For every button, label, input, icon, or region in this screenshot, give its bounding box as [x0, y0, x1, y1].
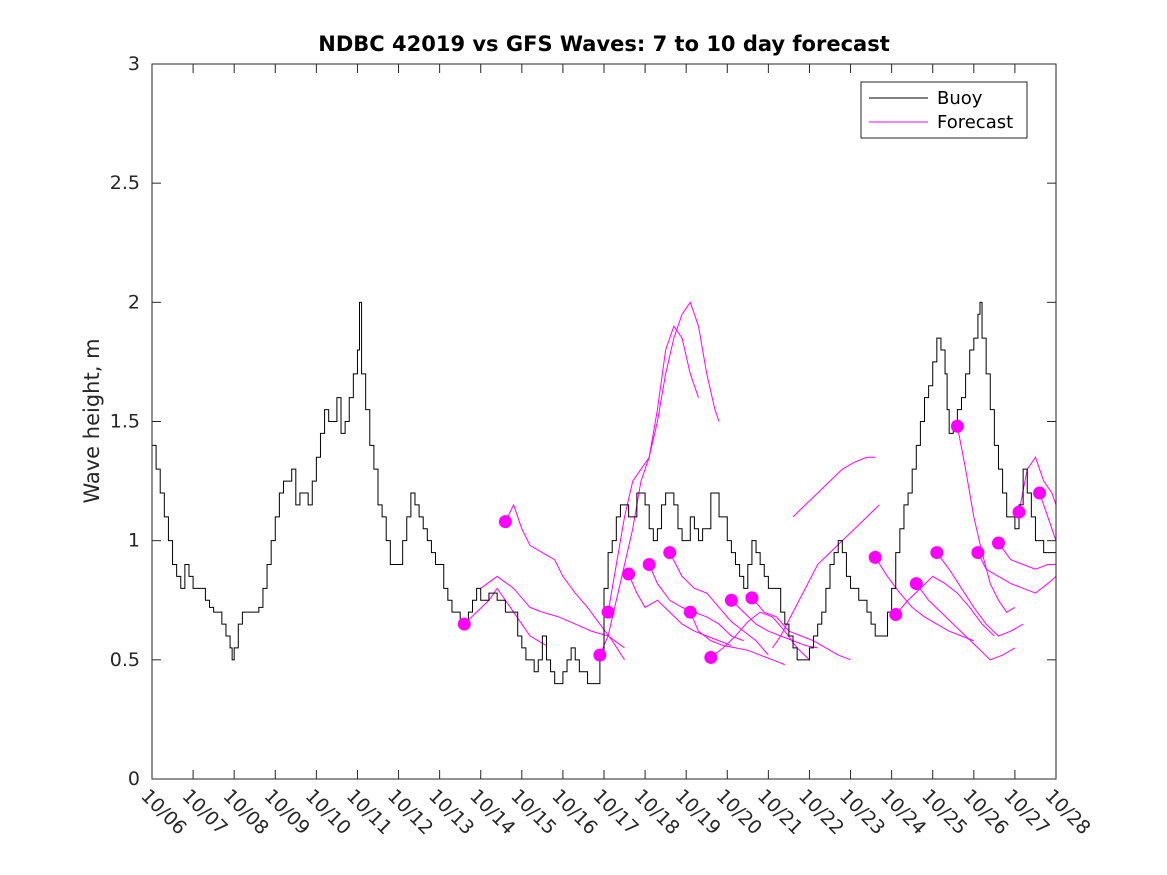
forecast-marker — [457, 617, 471, 631]
forecast-marker — [601, 605, 615, 619]
y-tick-label: 2 — [128, 291, 140, 313]
forecast-line — [480, 575, 625, 649]
y-axis-label: Wave height, m — [80, 338, 104, 503]
forecast-line — [607, 325, 699, 613]
forecast-line — [936, 552, 1024, 637]
y-tick-label: 1 — [128, 530, 140, 552]
forecast-marker — [889, 608, 903, 622]
forecast-marker — [704, 650, 718, 664]
forecast-marker — [622, 567, 636, 581]
forecast-line — [504, 503, 625, 661]
legend-buoy-label: Buoy — [937, 88, 983, 109]
forecast-marker — [930, 546, 944, 560]
y-tick-label: 0 — [128, 768, 140, 790]
forecast-marker — [498, 515, 512, 529]
forecast-marker — [971, 546, 985, 560]
forecast-marker — [593, 648, 607, 662]
forecast-line — [998, 542, 1056, 570]
forecast-marker — [1033, 486, 1047, 500]
y-tick-label: 3 — [128, 53, 140, 75]
legend: Buoy Forecast — [860, 81, 1028, 139]
forecast-line — [1039, 492, 1057, 541]
forecast-marker — [991, 536, 1005, 550]
forecast-line — [751, 597, 851, 661]
legend-forecast-label: Forecast — [937, 112, 1013, 133]
buoy-line — [152, 301, 1056, 685]
forecast-line — [669, 552, 769, 656]
forecast-line — [977, 552, 1057, 594]
forecast-line — [1018, 456, 1057, 513]
forecast-marker — [950, 419, 964, 433]
forecast-line — [463, 587, 547, 646]
forecast-line — [956, 426, 1016, 613]
legend-box — [860, 81, 1028, 139]
y-tick-label: 0.5 — [110, 649, 140, 671]
forecast-line — [628, 573, 732, 646]
forecast-marker — [683, 605, 697, 619]
forecast-marker — [1012, 505, 1026, 519]
forecast-marker — [745, 591, 759, 605]
forecast-line — [689, 611, 785, 666]
forecast-marker — [642, 558, 656, 571]
plot-content — [152, 301, 1057, 685]
forecast-line — [915, 583, 1016, 661]
y-tick-label: 1.5 — [110, 411, 140, 433]
forecast-marker — [663, 546, 677, 560]
forecast-line — [731, 599, 818, 649]
forecast-line — [599, 301, 720, 656]
forecast-line — [792, 456, 876, 518]
forecast-marker — [909, 577, 923, 591]
y-axis-ticks: 0 0.5 1 1.5 2 2.5 3 — [110, 53, 1056, 790]
forecast-line — [874, 557, 974, 642]
chart-title: NDBC 42019 vs GFS Waves: 7 to 10 day for… — [318, 32, 889, 56]
y-tick-label: 2.5 — [110, 172, 140, 194]
forecast-marker — [724, 593, 738, 607]
forecast-line — [895, 575, 995, 637]
forecast-marker — [868, 550, 882, 564]
